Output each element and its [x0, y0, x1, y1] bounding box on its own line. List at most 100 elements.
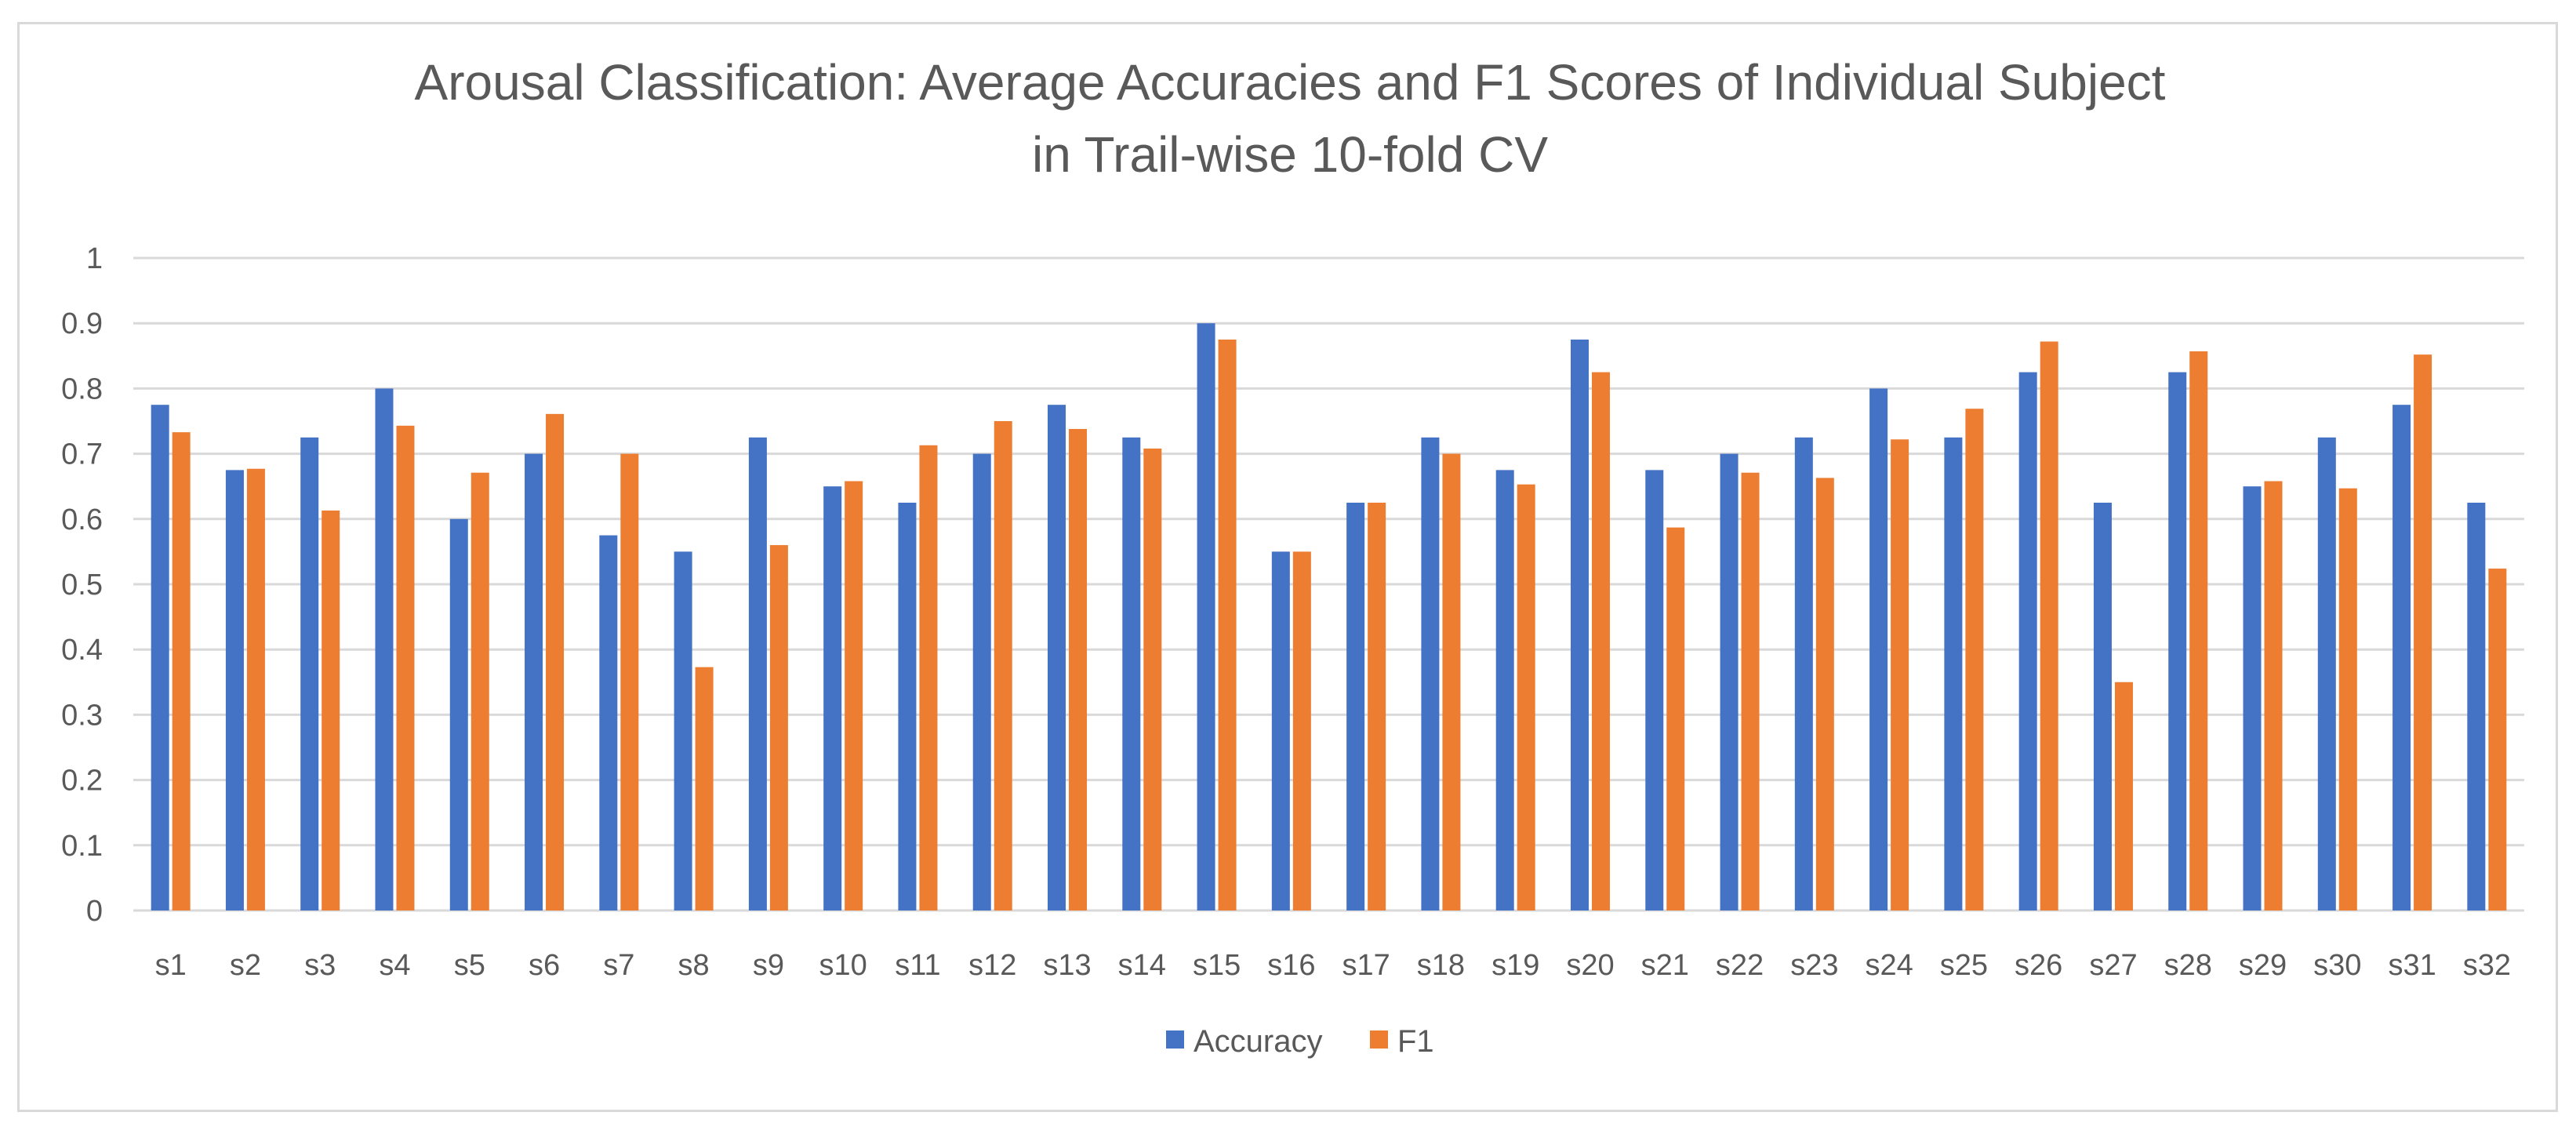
x-tick-label: s32 [2463, 949, 2511, 982]
bar-accuracy-s23 [1794, 437, 1813, 910]
x-tick-label: s13 [1043, 949, 1091, 982]
y-tick-label: 0.3 [61, 699, 103, 732]
legend-swatch-f1 [1370, 1030, 1388, 1049]
bar-accuracy-s14 [1122, 437, 1141, 910]
bar-accuracy-s2 [225, 470, 244, 910]
bar-accuracy-s5 [449, 518, 468, 910]
x-tick-label: s29 [2239, 949, 2287, 982]
bar-f1-s19 [1517, 484, 1535, 910]
bar-f1-s22 [1741, 472, 1760, 910]
y-tick-label: 0.2 [61, 765, 103, 798]
chart-title-line-1: Arousal Classification: Average Accuraci… [415, 54, 2166, 111]
bar-accuracy-s20 [1570, 340, 1589, 910]
bar-f1-s14 [1143, 448, 1162, 910]
x-tick-label: s12 [968, 949, 1016, 982]
bar-accuracy-s16 [1271, 551, 1290, 910]
bar-f1-s21 [1666, 527, 1685, 910]
y-tick-label: 0.4 [61, 634, 103, 667]
bar-accuracy-s19 [1495, 470, 1514, 910]
y-tick-label: 0 [86, 895, 103, 928]
x-tick-label: s26 [2015, 949, 2062, 982]
bar-accuracy-s26 [2018, 372, 2037, 911]
y-tick-label: 1 [86, 242, 103, 275]
x-tick-label: s18 [1417, 949, 1465, 982]
bar-accuracy-s18 [1421, 437, 1440, 910]
x-tick-label: s5 [454, 949, 485, 982]
bar-f1-s13 [1069, 428, 1088, 910]
x-tick-label: s17 [1342, 949, 1390, 982]
x-tick-label: s19 [1491, 949, 1539, 982]
legend-label-f1: F1 [1397, 1024, 1434, 1059]
bar-f1-s28 [2189, 351, 2208, 910]
x-tick-label: s11 [895, 949, 940, 982]
bar-f1-s17 [1368, 503, 1386, 910]
x-tick-label: s28 [2164, 949, 2212, 982]
bar-f1-s25 [1965, 409, 1984, 910]
bar-accuracy-s12 [972, 453, 991, 910]
legend-label-accuracy: Accuracy [1194, 1024, 1323, 1059]
bar-accuracy-s10 [823, 486, 842, 910]
y-tick-label: 0.9 [61, 307, 103, 340]
x-tick-label: s7 [603, 949, 634, 982]
bar-accuracy-s22 [1720, 453, 1739, 910]
x-tick-label: s1 [155, 949, 187, 982]
bar-accuracy-s7 [599, 535, 618, 910]
bar-f1-s26 [2040, 341, 2058, 911]
bar-accuracy-s3 [300, 437, 319, 910]
bar-f1-s24 [1891, 439, 1909, 910]
y-tick-label: 0.6 [61, 503, 103, 536]
x-tick-label: s3 [304, 949, 336, 982]
bar-f1-s11 [919, 445, 938, 910]
x-tick-label: s27 [2089, 949, 2137, 982]
bar-accuracy-s24 [1869, 388, 1888, 910]
x-tick-label: s25 [1940, 949, 1988, 982]
x-tick-label: s6 [529, 949, 560, 982]
chart-frame: Arousal Classification: Average Accuraci… [17, 22, 2558, 1112]
bar-f1-s7 [620, 453, 639, 910]
bar-f1-s18 [1442, 453, 1461, 910]
x-tick-label: s22 [1716, 949, 1764, 982]
x-tick-label: s15 [1193, 949, 1241, 982]
legend-swatch-accuracy [1166, 1030, 1184, 1049]
legend: Accuracy F1 [1166, 1024, 1434, 1059]
gridlines [133, 256, 2524, 912]
x-tick-label: s24 [1865, 949, 1913, 982]
x-tick-label: s9 [753, 949, 784, 982]
x-axis-ticks: s1 s2 s3 s4 s5 s6 s7 s8 s9 s10 s11 s12 s13 s14 s15 s16 s… [155, 949, 2511, 982]
bar-accuracy-s27 [2093, 503, 2112, 910]
bar-f1-s8 [695, 667, 714, 910]
x-tick-label: s8 [678, 949, 710, 982]
bar-f1-s23 [1815, 478, 1834, 910]
bar-accuracy-s32 [2467, 503, 2486, 910]
x-tick-label: s14 [1118, 949, 1166, 982]
y-tick-label: 0.8 [61, 373, 103, 405]
chart-title-line-2: in Trail-wise 10-fold CV [1032, 126, 1548, 183]
bar-accuracy-s17 [1346, 503, 1365, 910]
bar-f1-s31 [2414, 354, 2432, 910]
bar-f1-s5 [471, 472, 489, 910]
bar-accuracy-s4 [375, 388, 394, 910]
bars [151, 323, 2507, 911]
bar-accuracy-s30 [2317, 437, 2336, 910]
bar-accuracy-s13 [1048, 405, 1066, 910]
bar-accuracy-s9 [748, 437, 767, 910]
bar-accuracy-s21 [1645, 470, 1664, 910]
bar-f1-s27 [2114, 681, 2133, 910]
y-tick-label: 0.1 [61, 830, 103, 863]
bar-f1-s12 [994, 421, 1012, 910]
x-tick-label: s4 [379, 949, 410, 982]
bar-accuracy-s31 [2393, 405, 2411, 910]
y-tick-label: 0.7 [61, 438, 103, 471]
bar-f1-s2 [246, 468, 265, 910]
bar-chart: Arousal Classification: Average Accuraci… [61, 54, 2524, 1059]
bar-f1-s15 [1218, 340, 1237, 910]
x-tick-label: s31 [2388, 949, 2436, 982]
x-tick-label: s23 [1790, 949, 1838, 982]
x-tick-label: s10 [819, 949, 867, 982]
bar-accuracy-s1 [151, 405, 169, 910]
x-tick-label: s21 [1641, 949, 1689, 982]
x-tick-label: s20 [1566, 949, 1614, 982]
bar-f1-s29 [2264, 481, 2283, 910]
bar-f1-s32 [2488, 569, 2507, 910]
bar-f1-s3 [322, 510, 340, 910]
